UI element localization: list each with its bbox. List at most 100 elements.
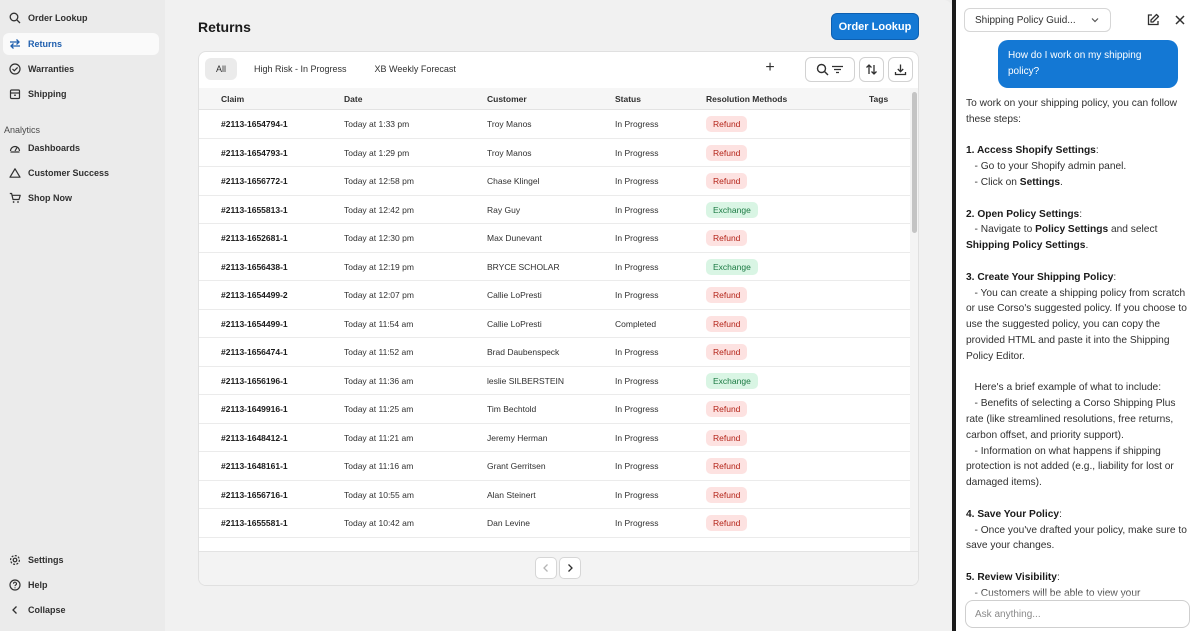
claim-id: #2113-1648412-1 — [221, 432, 288, 443]
claim-date: Today at 12:19 pm — [344, 261, 414, 272]
customer-name: Alan Steinert — [487, 489, 536, 500]
add-view-button[interactable]: + — [765, 59, 775, 76]
new-chat-button[interactable] — [1146, 13, 1160, 27]
claim-date: Today at 11:54 am — [344, 318, 414, 329]
sidebar-item-settings[interactable]: Settings — [3, 549, 159, 571]
column-header-resolution-methods[interactable]: Resolution Methods — [706, 94, 788, 104]
reply-step-text: - Benefits of selecting a Corso Shipping… — [966, 398, 1176, 441]
resolution-badge: Refund — [706, 344, 748, 360]
claim-date: Today at 1:29 pm — [344, 147, 410, 158]
tab-xb-weekly-forecast[interactable]: XB Weekly Forecast — [374, 64, 456, 74]
resolution-badge: Refund — [706, 287, 748, 303]
tab-high-risk-in-progress[interactable]: High Risk - In Progress — [254, 64, 347, 74]
customer-name: Chase Klingel — [487, 176, 540, 186]
claim-date: Today at 10:55 am — [344, 489, 414, 500]
next-page-button[interactable] — [559, 557, 581, 579]
sidebar-item-dashboards[interactable]: Dashboards — [3, 137, 159, 159]
table-row[interactable]: #2113-1654793-1 Today at 1:29 pm Troy Mano… — [199, 139, 910, 167]
resolution-badge: Refund — [706, 116, 748, 132]
tab-all[interactable]: All — [205, 58, 238, 80]
column-header-date[interactable]: Date — [344, 94, 363, 104]
claim-status: Completed — [615, 318, 657, 329]
close-chat-button[interactable] — [1173, 13, 1187, 27]
table-row[interactable]: #2113-1655813-1 Today at 12:42 pm Ray Guy I… — [199, 196, 910, 224]
conversation-selector[interactable]: Shipping Policy Guid... — [964, 8, 1111, 32]
customer-name: Ray Guy — [487, 204, 521, 215]
view-tabs: All High Risk - In Progress XB Weekly Fo… — [205, 58, 473, 80]
returns-table-card: All High Risk - In Progress XB Weekly Fo… — [198, 51, 919, 586]
reply-step-text: Here's a brief example of what to includ… — [974, 382, 1162, 394]
reply-bold-text: Shipping Policy Settings — [966, 240, 1086, 252]
resolution-badge: Refund — [706, 401, 748, 417]
claim-date: Today at 12:07 pm — [344, 290, 414, 300]
table-row[interactable]: #2113-1656196-1 Today at 11:36 am leslie S… — [199, 367, 910, 395]
resolution-badge: Refund — [706, 486, 748, 503]
column-header-tags[interactable]: Tags — [869, 94, 889, 104]
table-scrollbar[interactable] — [910, 88, 918, 551]
column-header-claim[interactable]: Claim — [221, 94, 245, 104]
order-lookup-button[interactable]: Order Lookup — [831, 13, 919, 40]
panel-divider — [952, 0, 956, 631]
customer-name: Brad Daubenspeck — [487, 347, 560, 357]
customer-name: Callie LoPresti — [487, 318, 542, 329]
reply-bold-text: Settings — [1019, 176, 1060, 188]
reply-bold-text: Policy Settings — [1035, 224, 1109, 236]
sidebar-item-collapse[interactable]: Collapse — [3, 599, 159, 621]
customer-name: Jeremy Herman — [487, 432, 548, 443]
claim-id: #2113-1655581-1 — [221, 518, 288, 528]
table-row[interactable]: #2113-1648161-1 Today at 11:16 am Grant Ge… — [199, 452, 910, 481]
pagination — [199, 551, 918, 585]
check-circle-icon — [9, 63, 21, 75]
assistant-reply: To work on your shipping policy, you can… — [966, 96, 1191, 598]
claim-id: #2113-1656716-1 — [221, 489, 288, 500]
claim-id: #2113-1648161-1 — [221, 461, 288, 471]
table-body: #2113-1654794-1 Today at 1:33 pm Troy Mano… — [199, 110, 910, 551]
chevron-left-icon — [541, 563, 551, 573]
table-row[interactable]: #2113-1648412-1 Today at 11:21 am Jeremy H… — [199, 424, 910, 452]
column-header-status[interactable]: Status — [615, 94, 641, 104]
claim-id: #2113-1654793-1 — [221, 147, 288, 158]
customer-name: Grant Gerritsen — [487, 461, 546, 471]
table-row[interactable]: #2113-1654499-1 Today at 11:54 am Callie L… — [199, 310, 910, 338]
sidebar-item-shipping[interactable]: Shipping — [3, 83, 159, 105]
previous-page-button[interactable] — [535, 557, 557, 579]
table-row[interactable]: #2113-1649916-1 Today at 11:25 am Tim Bech… — [199, 395, 910, 424]
search-icon — [816, 63, 829, 76]
table-row[interactable]: #2113-1656716-1 Today at 10:55 am Alan Ste… — [199, 481, 910, 509]
scrollbar-thumb[interactable] — [912, 92, 917, 233]
table-row[interactable]: #2113-1655581-1 Today at 10:42 am Dan Levi… — [199, 509, 910, 538]
claim-date: Today at 10:42 am — [344, 518, 414, 528]
claim-id: #2113-1649916-1 — [221, 404, 288, 414]
reply-step-title: 5. Review Visibility — [966, 571, 1057, 583]
dashboard-gauge-icon — [9, 142, 21, 154]
sidebar-item-customer-success[interactable]: Customer Success — [3, 162, 159, 184]
chat-input[interactable]: Ask anything... — [965, 600, 1190, 628]
table-row[interactable]: #2113-1656474-1 Today at 11:52 am Brad Dau… — [199, 338, 910, 367]
claim-date: Today at 11:21 am — [344, 432, 414, 443]
claim-id: #2113-1652681-1 — [221, 233, 288, 243]
claim-status: In Progress — [615, 204, 659, 215]
claim-date: Today at 12:58 pm — [344, 176, 414, 186]
claim-date: Today at 12:42 pm — [344, 204, 414, 215]
reply-step-title: 2. Open Policy Settings — [966, 208, 1080, 220]
sidebar-item-shop-now[interactable]: Shop Now — [3, 187, 159, 209]
sidebar-item-label: Help — [28, 580, 48, 590]
table-row[interactable]: #2113-1654499-2 Today at 12:07 pm Callie L… — [199, 281, 910, 310]
download-button[interactable] — [888, 57, 913, 82]
sidebar-item-label: Dashboards — [28, 143, 81, 153]
sidebar-item-help[interactable]: Help — [3, 574, 159, 596]
sidebar-item-warranties[interactable]: Warranties — [3, 58, 159, 80]
main-content: Returns Order Lookup All High Risk - In … — [165, 0, 952, 631]
table-row[interactable]: #2113-1656772-1 Today at 12:58 pm Chase Kl… — [199, 167, 910, 196]
sidebar-item-order-lookup[interactable]: Order Lookup — [3, 7, 159, 29]
sidebar-item-returns[interactable]: Returns — [3, 33, 159, 55]
search-filter-button[interactable] — [805, 57, 855, 82]
column-header-customer[interactable]: Customer — [487, 94, 527, 104]
table-row[interactable]: #2113-1654794-1 Today at 1:33 pm Troy Mano… — [199, 110, 910, 139]
chevron-right-icon — [565, 563, 575, 573]
table-row[interactable]: #2113-1652681-1 Today at 12:30 pm Max Dune… — [199, 224, 910, 253]
sort-button[interactable] — [859, 57, 884, 82]
table-row[interactable]: #2113-1656438-1 Today at 12:19 pm BRYCE SC… — [199, 253, 910, 281]
customer-name: Max Dunevant — [487, 233, 542, 243]
resolution-badge: Refund — [706, 458, 748, 474]
